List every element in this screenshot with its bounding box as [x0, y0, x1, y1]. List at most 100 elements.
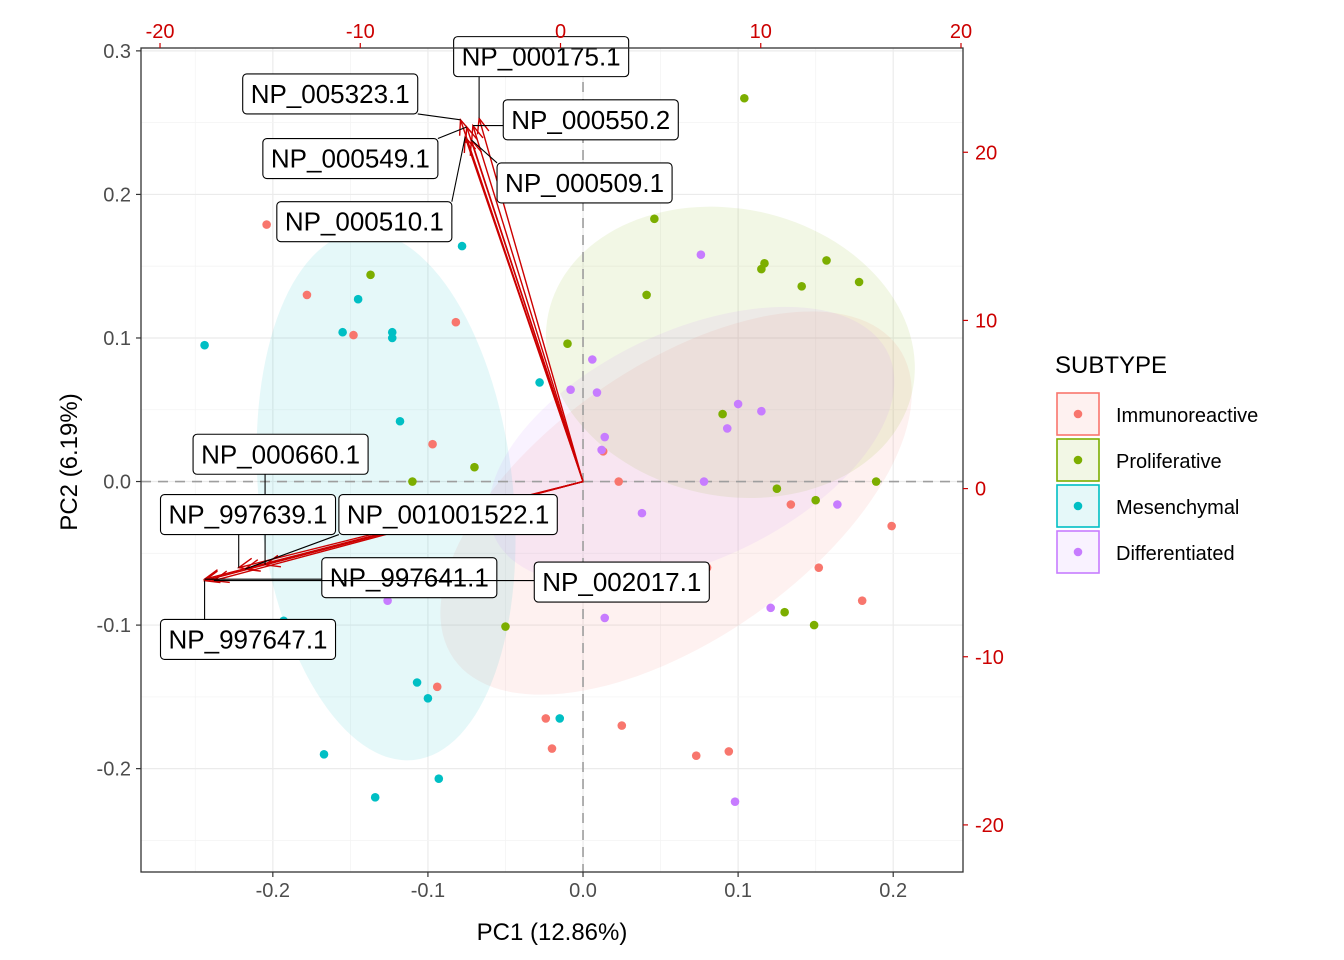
loading-label: NP_001001522.1 [347, 500, 549, 530]
x-tick-label: 0.2 [879, 880, 907, 902]
loading-label-box [276, 201, 453, 243]
loading-label-group: NP_005323.1 [242, 73, 461, 121]
loading-label-box [338, 494, 558, 536]
loading-label-box [159, 618, 337, 660]
top-tick-label: 20 [950, 21, 972, 43]
point-immunoreactive [349, 330, 358, 340]
point-immunoreactive [691, 751, 701, 761]
point-differentiated [600, 432, 610, 442]
ellipse-proliferative [545, 206, 915, 498]
point-proliferative [366, 270, 375, 280]
top-tick-label: -10 [346, 21, 375, 43]
y-axis-title: PC2 (6.19%) [56, 393, 83, 530]
loading-label-box [453, 36, 630, 78]
loading-label-group: NP_997639.1 [159, 494, 337, 568]
top-tick-label: 0 [555, 21, 566, 43]
loading-label-box [502, 99, 679, 141]
point-proliferative [780, 607, 789, 617]
point-differentiated [592, 388, 602, 397]
y-tick-label: -0.2 [97, 759, 131, 781]
point-differentiated [597, 445, 606, 455]
loading-label-leader [470, 139, 498, 164]
point-proliferative [772, 484, 782, 494]
legend-label-proliferative: Proliferative [1116, 451, 1222, 473]
point-mesenchymal [555, 714, 565, 723]
point-proliferative [501, 622, 510, 631]
right-tick-label: 10 [975, 310, 997, 332]
point-immunoreactive [887, 521, 896, 531]
point-mesenchymal [412, 678, 422, 687]
y-tick-label: -0.1 [97, 615, 131, 637]
loading-labels: NP_000175.1 NP_005323.1 NP_000550.2 NP_0005… [159, 36, 710, 660]
point-immunoreactive [814, 563, 824, 572]
point-proliferative [822, 256, 831, 265]
point-immunoreactive [262, 220, 271, 229]
loading-arrow [472, 125, 584, 482]
point-immunoreactive [432, 682, 442, 692]
loading-label-leader [451, 136, 466, 202]
axes: -0.2 -0.1 0.0 0.1 0.2 -0.2 -0.1 0.0 0.1 0.2 0.3 -20… [97, 21, 1004, 902]
loading-label-group: NP_997641.1 [204, 557, 498, 599]
x-tick-label: -0.1 [411, 880, 445, 902]
point-mesenchymal [395, 416, 405, 426]
loading-label: NP_997639.1 [168, 500, 327, 530]
point-differentiated [696, 250, 706, 260]
point-immunoreactive [547, 744, 557, 753]
point-differentiated [733, 399, 743, 409]
point-proliferative [809, 620, 819, 630]
right-tick-label: 0 [975, 479, 986, 501]
loading-label-group: NP_997647.1 [159, 580, 337, 660]
loading-label: NP_000175.1 [462, 42, 621, 72]
x-tick-label: 0.0 [569, 880, 597, 902]
point-proliferative [470, 462, 479, 472]
point-mesenchymal [387, 327, 397, 337]
loading-label-leader [437, 126, 467, 140]
point-proliferative [563, 339, 572, 349]
loading-label-group: NP_000510.1 [276, 136, 466, 243]
point-proliferative [871, 477, 881, 486]
right-tick-label: -20 [975, 815, 1004, 837]
data-points [200, 93, 896, 806]
loading-label: NP_997647.1 [168, 624, 327, 654]
top-tick-label: 10 [750, 21, 772, 43]
legend-marker-mesenchymal [1073, 501, 1083, 511]
loading-label-group: NP_000549.1 [262, 126, 467, 180]
right-tick-label: 20 [975, 142, 997, 164]
point-differentiated [383, 596, 392, 605]
loading-arrow [478, 118, 584, 482]
point-immunoreactive [857, 596, 867, 605]
point-immunoreactive [724, 747, 734, 756]
legend-label-immunoreactive: Immunoreactive [1116, 405, 1258, 427]
y-tick-label: 0.2 [103, 184, 131, 206]
point-immunoreactive [617, 721, 627, 730]
loading-label-box [533, 561, 710, 603]
point-mesenchymal [423, 693, 433, 703]
point-mesenchymal [457, 241, 467, 251]
loading-label: NP_000660.1 [201, 439, 360, 469]
point-immunoreactive [541, 714, 551, 723]
point-proliferative [718, 409, 727, 419]
legend-marker-immunoreactive [1073, 409, 1083, 419]
loading-arrow [470, 139, 584, 482]
loading-label: NP_000549.1 [271, 144, 430, 174]
point-proliferative [811, 495, 820, 505]
loading-label-group: NP_000550.2 [472, 99, 679, 141]
point-differentiated [699, 477, 709, 486]
point-differentiated [588, 355, 597, 364]
point-differentiated [566, 385, 575, 394]
y-tick-label: 0.0 [103, 472, 131, 494]
loading-label: NP_000550.2 [511, 105, 670, 135]
loading-label-box [159, 494, 337, 536]
point-differentiated [722, 424, 732, 433]
loading-arrow [464, 136, 584, 482]
plot-border [140, 47, 964, 873]
point-differentiated [757, 406, 766, 416]
loading-label-box [496, 162, 673, 204]
loading-label-leader [417, 113, 461, 121]
point-proliferative [740, 93, 749, 103]
loading-label-leader [244, 534, 340, 570]
legend-marker-differentiated [1073, 547, 1083, 557]
point-mesenchymal [200, 340, 209, 350]
